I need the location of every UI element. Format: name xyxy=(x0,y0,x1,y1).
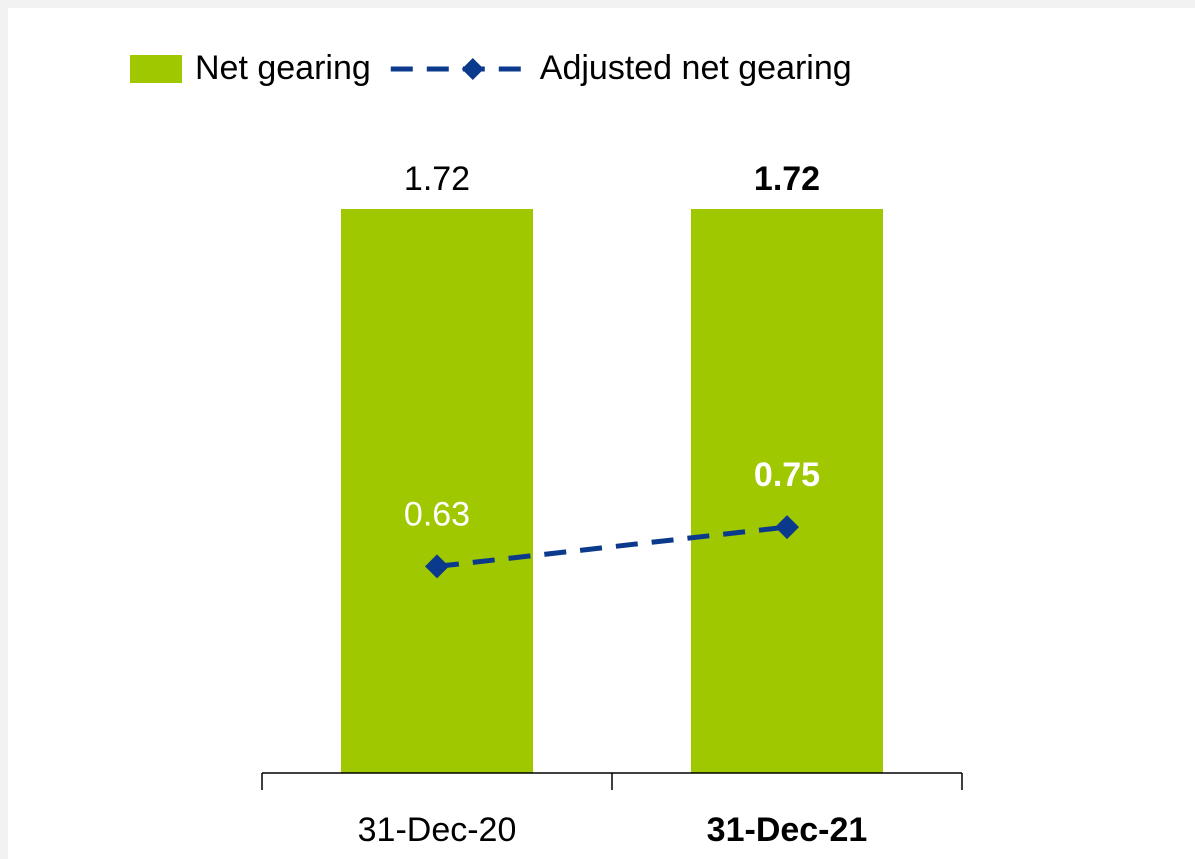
line-value-label: 0.63 xyxy=(404,495,470,533)
legend-label: Net gearing xyxy=(195,49,371,87)
bar xyxy=(341,209,533,773)
line-marker xyxy=(425,554,449,579)
legend-label: Adjusted net gearing xyxy=(540,49,852,87)
x-tick-label: 31-Dec-21 xyxy=(707,811,868,849)
line-value-label: 0.75 xyxy=(754,456,820,494)
bar xyxy=(691,209,883,773)
line xyxy=(436,524,788,569)
bar-value-label: 1.72 xyxy=(754,160,820,198)
x-tick-label: 31-Dec-20 xyxy=(358,811,517,849)
legend-marker xyxy=(461,58,484,80)
legend-swatch xyxy=(130,55,182,83)
bar-value-label: 1.72 xyxy=(404,160,470,198)
line-marker xyxy=(775,515,799,540)
chart-area xyxy=(8,8,1195,859)
